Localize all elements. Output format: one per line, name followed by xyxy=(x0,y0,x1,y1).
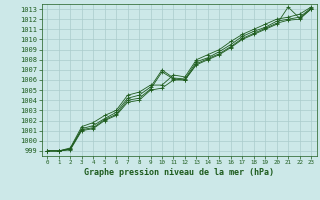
X-axis label: Graphe pression niveau de la mer (hPa): Graphe pression niveau de la mer (hPa) xyxy=(84,168,274,177)
